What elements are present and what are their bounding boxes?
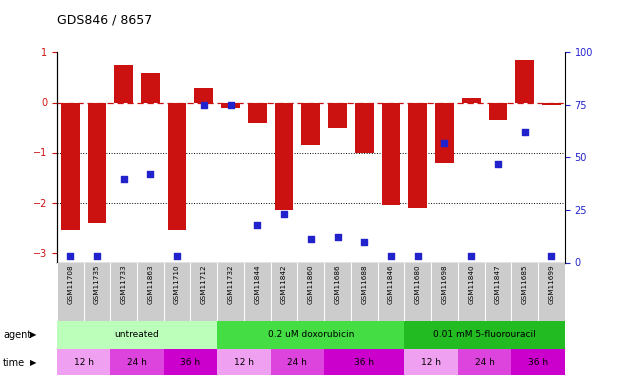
Bar: [408, 102, 427, 207]
Point: [119, 176, 129, 181]
Bar: [516, 60, 534, 102]
Text: untreated: untreated: [115, 330, 160, 339]
Bar: [404, 349, 458, 375]
Text: 24 h: 24 h: [475, 358, 495, 368]
Bar: [110, 349, 163, 375]
Bar: [488, 102, 507, 120]
Text: 36 h: 36 h: [354, 358, 374, 368]
Text: GSM11710: GSM11710: [174, 264, 180, 304]
Bar: [355, 102, 374, 153]
Text: ▶: ▶: [30, 358, 37, 368]
Bar: [328, 102, 347, 128]
Text: GSM11685: GSM11685: [522, 264, 528, 304]
Point: [65, 253, 75, 259]
Point: [359, 238, 369, 244]
Point: [413, 253, 423, 259]
Bar: [57, 349, 110, 375]
Point: [279, 211, 289, 217]
Bar: [382, 102, 400, 205]
Text: 36 h: 36 h: [528, 358, 548, 368]
Text: 36 h: 36 h: [180, 358, 201, 368]
Text: 0.01 mM 5-fluorouracil: 0.01 mM 5-fluorouracil: [433, 330, 536, 339]
Text: 12 h: 12 h: [74, 358, 93, 368]
Bar: [458, 349, 511, 375]
Bar: [114, 65, 133, 102]
Bar: [194, 87, 213, 102]
Point: [466, 253, 476, 259]
Bar: [274, 102, 293, 210]
Text: agent: agent: [3, 330, 32, 340]
Bar: [302, 102, 320, 145]
Point: [172, 253, 182, 259]
Bar: [248, 102, 267, 123]
Bar: [141, 72, 160, 102]
Text: 12 h: 12 h: [421, 358, 441, 368]
Bar: [61, 102, 80, 230]
Point: [386, 253, 396, 259]
Point: [493, 161, 503, 167]
Point: [333, 234, 343, 240]
Bar: [221, 102, 240, 108]
Text: ▶: ▶: [30, 330, 37, 339]
Bar: [271, 349, 324, 375]
Text: GSM11733: GSM11733: [121, 264, 127, 304]
Bar: [217, 349, 271, 375]
Text: GSM11698: GSM11698: [442, 264, 447, 304]
Text: GSM11842: GSM11842: [281, 264, 287, 304]
Text: GSM11680: GSM11680: [415, 264, 421, 304]
Bar: [168, 102, 186, 230]
Bar: [57, 321, 217, 349]
Bar: [324, 349, 404, 375]
Text: GSM11735: GSM11735: [94, 264, 100, 304]
Bar: [88, 102, 106, 222]
Text: 12 h: 12 h: [234, 358, 254, 368]
Text: GDS846 / 8657: GDS846 / 8657: [57, 13, 152, 26]
Text: GSM11840: GSM11840: [468, 264, 474, 304]
Text: GSM11846: GSM11846: [388, 264, 394, 304]
Bar: [435, 102, 454, 162]
Point: [199, 102, 209, 108]
Point: [546, 253, 557, 259]
Bar: [462, 98, 481, 102]
Text: GSM11712: GSM11712: [201, 264, 207, 304]
Text: GSM11708: GSM11708: [67, 264, 73, 304]
Text: 24 h: 24 h: [127, 358, 147, 368]
Text: GSM11844: GSM11844: [254, 264, 261, 304]
Text: GSM11732: GSM11732: [228, 264, 233, 304]
Bar: [163, 349, 217, 375]
Bar: [511, 349, 565, 375]
Text: GSM11863: GSM11863: [148, 264, 153, 304]
Point: [305, 236, 316, 242]
Point: [519, 129, 529, 135]
Point: [439, 140, 449, 146]
Text: 24 h: 24 h: [288, 358, 307, 368]
Point: [252, 222, 262, 228]
Point: [92, 253, 102, 259]
Text: GSM11699: GSM11699: [548, 264, 555, 304]
Text: 0.2 uM doxorubicin: 0.2 uM doxorubicin: [268, 330, 354, 339]
Text: GSM11688: GSM11688: [361, 264, 367, 304]
Point: [225, 102, 235, 108]
Point: [145, 171, 155, 177]
Text: GSM11686: GSM11686: [334, 264, 341, 304]
Text: GSM11847: GSM11847: [495, 264, 501, 304]
Bar: [542, 102, 561, 105]
Bar: [217, 321, 404, 349]
Bar: [404, 321, 565, 349]
Text: GSM11860: GSM11860: [308, 264, 314, 304]
Text: time: time: [3, 358, 25, 368]
